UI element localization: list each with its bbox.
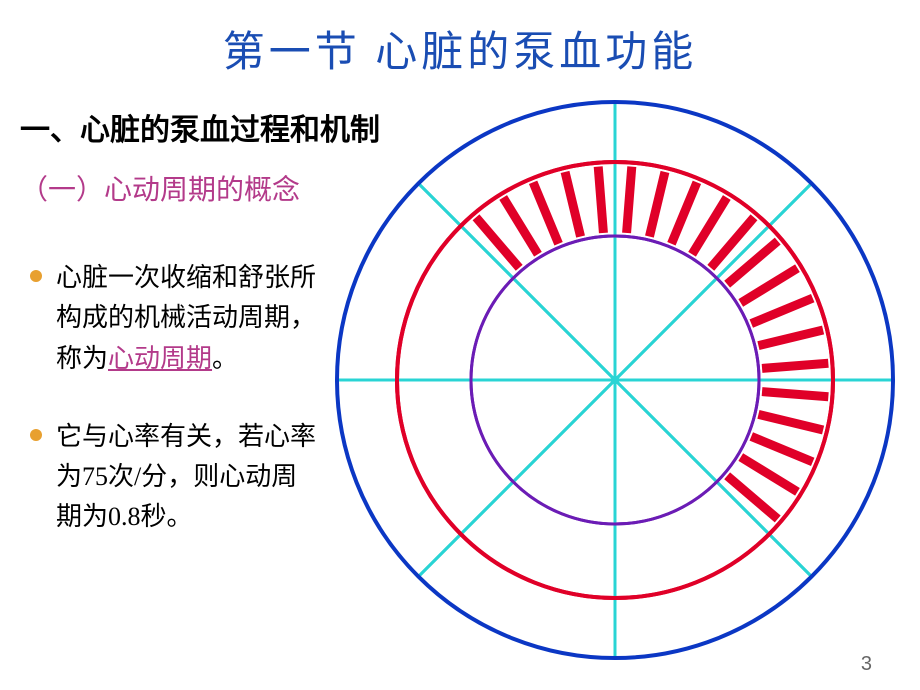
cycle-svg — [320, 85, 920, 675]
bullet-dot-icon — [30, 429, 42, 441]
heading-level-2: （一）心动周期的概念 — [20, 168, 300, 208]
list-item: 它与心率有关，若心率为75次/分，则心动周期为0.8秒。 — [30, 417, 320, 538]
bullet-text-1: 心脏一次收缩和舒张所构成的机械活动周期，称为心动周期。 — [56, 258, 320, 379]
cardiac-cycle-diagram — [320, 85, 920, 665]
bullet-1-post: 。 — [212, 344, 238, 373]
bullet-text-2: 它与心率有关，若心率为75次/分，则心动周期为0.8秒。 — [56, 417, 320, 538]
bullet-list: 心脏一次收缩和舒张所构成的机械活动周期，称为心动周期。 它与心率有关，若心率为7… — [30, 258, 320, 576]
page-number: 3 — [861, 653, 872, 676]
slide-title: 第一节 心脏的泵血功能 — [0, 18, 920, 79]
cardiac-cycle-link: 心动周期 — [108, 344, 212, 373]
bullet-dot-icon — [30, 270, 42, 282]
list-item: 心脏一次收缩和舒张所构成的机械活动周期，称为心动周期。 — [30, 258, 320, 379]
